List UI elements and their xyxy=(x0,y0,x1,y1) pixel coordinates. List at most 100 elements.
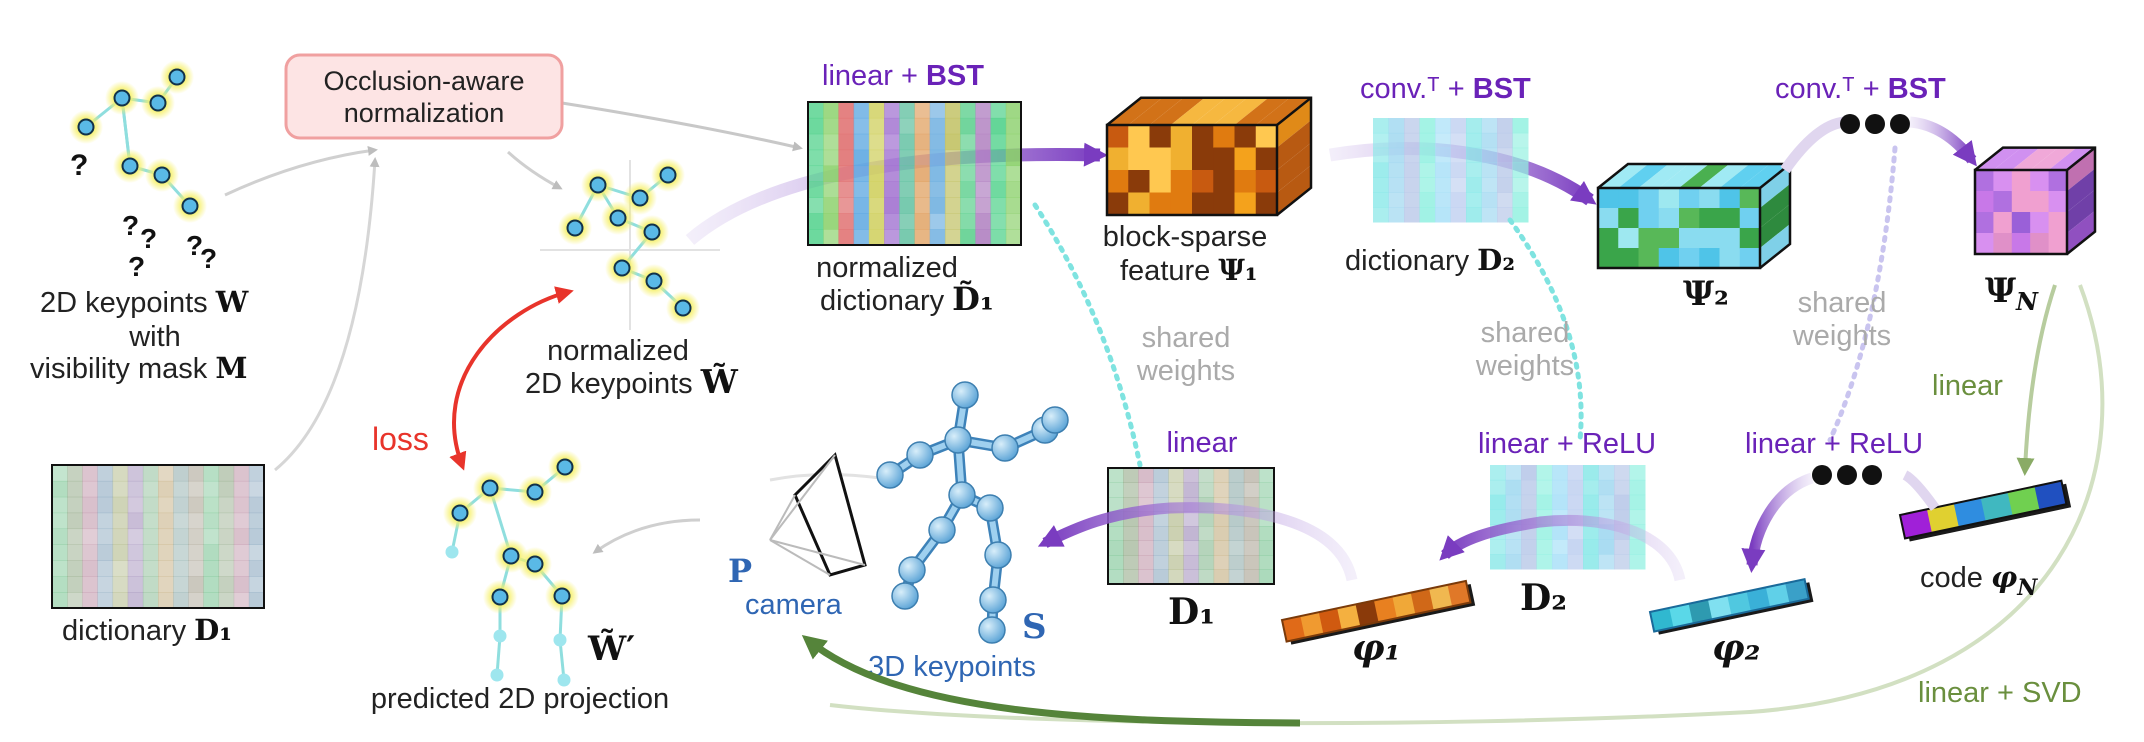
keypoint xyxy=(526,483,544,501)
matrix-cell xyxy=(1258,540,1275,556)
keypoint xyxy=(491,588,509,606)
matrix-cell xyxy=(1123,482,1139,498)
matrix-cell xyxy=(1153,569,1169,585)
matrix-cell xyxy=(158,512,174,530)
matrix-cell xyxy=(1404,162,1420,178)
matrix-cell xyxy=(112,465,129,482)
matrix-cell xyxy=(1388,147,1405,164)
matrix-cell xyxy=(97,560,114,577)
cube-top-cell xyxy=(1699,164,1750,188)
matrix-cell xyxy=(82,592,98,609)
matrix-cell xyxy=(929,181,946,198)
matrix-cell xyxy=(914,117,931,135)
matrix-cell xyxy=(127,544,144,561)
matrix-cell xyxy=(1373,162,1389,178)
matrix-cell xyxy=(868,229,885,246)
cube-top-cell xyxy=(1598,164,1649,188)
gray-flow-arrows xyxy=(224,101,881,554)
matrix-cell xyxy=(1138,526,1154,541)
matrix-cell xyxy=(248,544,265,561)
matrix-cell xyxy=(82,496,98,514)
matrix-cell xyxy=(1505,465,1522,481)
matrix-cell xyxy=(248,576,265,593)
matrix-cell xyxy=(960,197,976,214)
psi2-cube xyxy=(1596,162,1792,270)
fade-arrow-psi2-to-dots xyxy=(1780,116,1851,174)
matrix-cell xyxy=(218,592,235,609)
matrix-cell xyxy=(1552,524,1568,540)
keypoint xyxy=(526,555,544,573)
matrix-border xyxy=(807,101,1022,246)
cube-cell xyxy=(1719,228,1741,249)
matrix-cell xyxy=(158,480,174,498)
matrix-cell xyxy=(808,229,824,246)
code-phiN-bar xyxy=(1898,479,2072,542)
cube-top-cell xyxy=(1255,97,1311,125)
matrix-cell xyxy=(52,576,68,593)
cube-cell xyxy=(1170,170,1193,193)
matrix-cell xyxy=(1450,147,1467,164)
cube-cell xyxy=(1658,248,1680,269)
svg-text:shared: shared xyxy=(1798,287,1887,319)
cube-top-cell xyxy=(2048,147,2095,170)
matrix-cell xyxy=(1552,539,1568,555)
input-2d-keypoints-skeleton xyxy=(69,60,207,223)
matrix-cell xyxy=(1243,555,1260,570)
matrix-cell xyxy=(248,528,265,545)
matrix-cell xyxy=(203,544,220,561)
joint-3d xyxy=(906,441,934,469)
matrix-cell xyxy=(838,181,855,198)
svg-text:weights: weights xyxy=(1792,320,1891,352)
matrix-cell xyxy=(929,133,946,151)
matrix-cell xyxy=(1536,479,1553,496)
matrix-cell xyxy=(67,496,83,514)
code-phiN-label: code φN xyxy=(1920,560,2038,601)
bar-cell xyxy=(1785,579,1810,603)
matrix-cell xyxy=(1258,526,1275,541)
matrix-cell xyxy=(1213,540,1230,556)
cube-side-cell xyxy=(2067,189,2095,233)
matrix-cell xyxy=(1629,509,1646,525)
matrix-cell xyxy=(97,465,114,482)
matrix-cell xyxy=(52,544,68,561)
cube-top-cell xyxy=(1170,97,1226,125)
matrix-cell xyxy=(1005,197,1022,214)
matrix-cell xyxy=(808,181,824,198)
matrix-cell xyxy=(248,480,265,498)
question-mark: ? xyxy=(122,210,139,241)
matrix-cell xyxy=(218,544,235,561)
cube-cell xyxy=(1739,248,1761,269)
matrix-cell xyxy=(884,213,900,230)
matrix-cell xyxy=(1228,569,1245,585)
cube-cell xyxy=(1699,248,1720,269)
matrix-cell xyxy=(1629,479,1646,496)
matrix-cell xyxy=(1404,177,1420,193)
matrix-cell xyxy=(960,229,976,246)
matrix-cell xyxy=(823,181,839,198)
joint-3d xyxy=(928,516,956,544)
matrix-cell xyxy=(82,560,98,577)
matrix-cell xyxy=(1536,465,1553,481)
cube-cell xyxy=(1679,248,1700,269)
matrix-cell xyxy=(1497,177,1513,193)
matrix-cell xyxy=(248,560,265,577)
op-linear-label-bottom: linear xyxy=(1167,427,1238,459)
svg-text:W̃′: W̃′ xyxy=(587,629,635,669)
matrix-cell xyxy=(1567,465,1584,481)
cube-cell xyxy=(1170,125,1193,148)
cube-cell xyxy=(1739,208,1761,229)
cube-top-cell xyxy=(1618,164,1669,188)
matrix-cell xyxy=(914,229,931,246)
matrix-cell xyxy=(1243,526,1260,541)
matrix-cell xyxy=(1005,165,1022,182)
cube-side-cell xyxy=(1277,142,1311,193)
matrix-cell xyxy=(960,165,976,182)
matrix-cell xyxy=(853,149,870,167)
svg-text:visibility mask M: visibility mask M xyxy=(30,351,247,385)
cube-cell xyxy=(1975,212,1994,234)
cube-cell xyxy=(1618,208,1639,229)
cube-cell xyxy=(1975,191,1994,213)
matrix-cell xyxy=(1505,494,1522,511)
keypoint xyxy=(168,68,186,86)
matrix-cell xyxy=(1198,569,1215,585)
